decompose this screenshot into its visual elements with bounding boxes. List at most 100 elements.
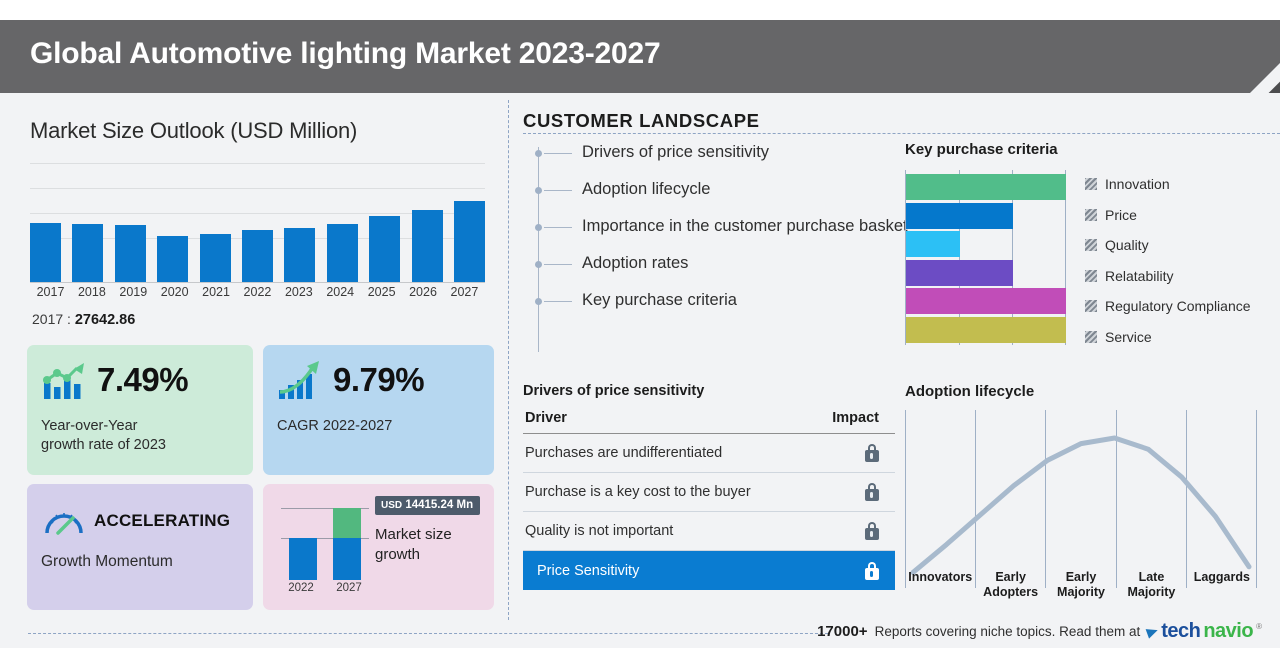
kpc-bar-price	[906, 202, 1013, 229]
kpc-chart	[905, 170, 1067, 345]
bar-2020	[157, 236, 189, 283]
lock-icon	[864, 444, 879, 462]
bar-2026	[411, 210, 443, 283]
customer-landscape-panel: CUSTOMER LANDSCAPE Drivers of price sens…	[520, 93, 1280, 620]
driver-label: Purchases are undifferentiated	[525, 445, 723, 461]
mini-bar-2027-growth	[333, 508, 361, 538]
adoption-chart: Innovators Early Adopters Early Majority Late…	[905, 410, 1257, 600]
speedometer-icon	[45, 513, 83, 535]
list-dot-icon	[534, 298, 542, 305]
mini-bars	[281, 502, 369, 580]
table-row[interactable]: Price Sensitivity	[523, 551, 895, 590]
driver-label: Quality is not important	[525, 523, 674, 539]
hatch-swatch-icon	[1085, 269, 1097, 282]
page-title: Global Automotive lighting Market 2023-2…	[30, 37, 661, 70]
kpc-legend-item: Innovation	[1085, 169, 1280, 200]
x-axis	[30, 282, 485, 283]
card-cagr[interactable]: 9.79% CAGR 2022-2027	[263, 345, 494, 475]
section-title-market-size: Market Size Outlook (USD Million)	[30, 118, 358, 143]
card-market-size-growth[interactable]: 2022 2027 USD 14415.24 Mn Market size gro…	[263, 484, 494, 610]
footer-divider	[28, 633, 828, 634]
landscape-item-label: Drivers of price sensitivity	[582, 143, 770, 161]
col-impact: Impact	[832, 410, 879, 426]
msg-caption-line1: Market size	[375, 526, 452, 543]
cagr-value: 9.79%	[333, 361, 425, 398]
landscape-item[interactable]: Drivers of price sensitivity	[534, 141, 938, 164]
landscape-item-label: Adoption lifecycle	[582, 180, 711, 198]
landscape-item[interactable]: Key purchase criteria	[534, 289, 938, 312]
cagr-caption: CAGR 2022-2027	[277, 417, 392, 436]
kpc-legend-label: Quality	[1105, 237, 1149, 254]
bar-label-2020: 2020	[160, 285, 189, 299]
lock-icon	[864, 522, 879, 540]
kpc-legend: Innovation Price Quality Relatability Regula…	[1085, 169, 1280, 352]
kpc-legend-item: Regulatory Compliance	[1085, 291, 1280, 322]
hatch-swatch-icon	[1085, 208, 1097, 221]
kpc-legend-label: Relatability	[1105, 267, 1174, 284]
bar-label-2018: 2018	[77, 285, 106, 299]
list-connector	[544, 264, 572, 265]
adoption-stage-labels: Innovators Early Adopters Early Majority Late…	[905, 570, 1257, 600]
kpc-legend-item: Quality	[1085, 230, 1280, 261]
momentum-value: ACCELERATING	[94, 511, 231, 530]
table-row[interactable]: Purchases are undifferentiated	[523, 434, 895, 473]
list-spine	[538, 147, 539, 352]
kpc-title: Key purchase criteria	[905, 141, 1058, 158]
top-margin	[0, 0, 1280, 20]
yoy-caption: Year-over-Year growth rate of 2023	[41, 417, 166, 455]
table-row[interactable]: Purchase is a key cost to the buyer	[523, 473, 895, 512]
bar-2023	[284, 228, 316, 283]
bar-label-2026: 2026	[409, 285, 437, 299]
bar-label-2019: 2019	[119, 285, 148, 299]
yoy-caption-line1: Year-over-Year	[41, 418, 138, 434]
bar-label-2022: 2022	[243, 285, 272, 299]
mini-bar-2027-base	[333, 538, 361, 580]
card-yoy-growth[interactable]: 7.49% Year-over-Year growth rate of 2023	[27, 345, 253, 475]
logo-text-tech: tech	[1161, 620, 1201, 642]
kpc-bar-innovation	[906, 174, 1066, 200]
landscape-item[interactable]: Adoption rates	[534, 252, 938, 275]
table-row[interactable]: Quality is not important	[523, 512, 895, 551]
drivers-title: Drivers of price sensitivity	[523, 383, 705, 399]
card-growth-momentum[interactable]: ACCELERATING Growth Momentum	[27, 484, 253, 610]
landscape-item-label: Importance in the customer purchase bask…	[582, 217, 908, 235]
bar-2025	[369, 216, 401, 283]
landscape-item[interactable]: Adoption lifecycle	[534, 178, 938, 201]
list-connector	[544, 227, 572, 228]
hatch-swatch-icon	[1085, 300, 1097, 313]
yoy-caption-line2: growth rate of 2023	[41, 437, 166, 453]
adoption-lifecycle-block: Adoption lifecycle Innovators Early Adopte…	[905, 383, 1280, 600]
adoption-stage-label: Late Majority	[1127, 570, 1176, 599]
technavio-logo[interactable]: tech navio ®	[1145, 620, 1262, 643]
kpc-bar-quality	[906, 231, 960, 257]
list-connector	[544, 153, 572, 154]
adoption-stage-label: Innovators	[908, 570, 973, 584]
usd-value-badge: USD 14415.24 Mn	[375, 496, 481, 515]
bottom-margin	[0, 648, 1280, 670]
usd-amount: 14415.24 Mn	[405, 499, 474, 511]
mini-label-2027: 2027	[336, 582, 362, 594]
growth-arrow-icon	[279, 361, 319, 399]
driver-label: Purchase is a key cost to the buyer	[525, 484, 751, 500]
bar-2018	[72, 224, 104, 283]
landscape-item[interactable]: Importance in the customer purchase bask…	[534, 215, 938, 238]
lock-icon	[864, 561, 879, 580]
bar-label-2025: 2025	[367, 285, 396, 299]
kpc-legend-item: Price	[1085, 200, 1280, 231]
list-connector	[544, 190, 572, 191]
list-dot-icon	[534, 224, 542, 231]
first-year-value: 27642.86	[74, 312, 136, 328]
customer-landscape-title: CUSTOMER LANDSCAPE	[523, 110, 760, 131]
adoption-title: Adoption lifecycle	[905, 383, 1035, 400]
adoption-stage-label: Laggards	[1193, 570, 1250, 584]
footer-content: 17000+ Reports covering niche topics. Re…	[817, 620, 1262, 643]
msg-caption-line2: growth	[375, 546, 421, 563]
bar-label-2021: 2021	[202, 285, 230, 299]
market-size-bar-chart	[30, 163, 485, 283]
bar-chart-up-icon	[43, 363, 84, 399]
kpc-legend-label: Regulatory Compliance	[1105, 298, 1251, 315]
hatch-swatch-icon	[1085, 239, 1097, 252]
kpc-legend-label: Service	[1105, 328, 1152, 345]
list-connector	[544, 301, 572, 302]
